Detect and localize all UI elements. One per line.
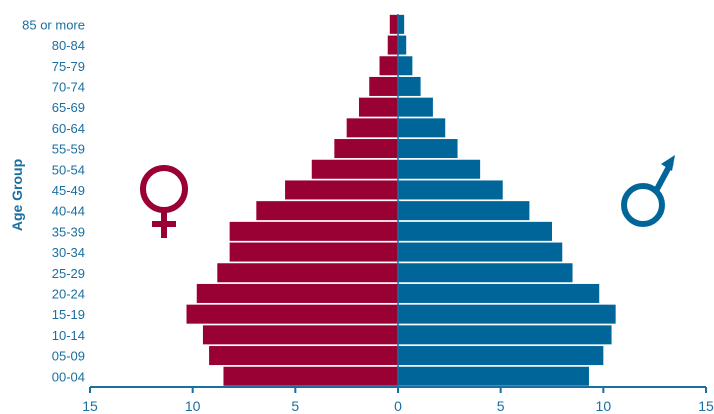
- bar-female-75-79: [379, 56, 398, 76]
- bar-male-25-29: [398, 263, 573, 283]
- bar-female-10-14: [202, 325, 398, 345]
- bar-female-85-or-more: [389, 14, 398, 34]
- bar-female-60-64: [346, 118, 398, 138]
- female-symbol-icon: [140, 165, 188, 238]
- bar-male-50-54: [398, 159, 481, 179]
- y-tick-label: 00-04: [52, 369, 85, 384]
- y-tick-label: 30-34: [52, 245, 85, 260]
- bar-female-30-34: [229, 242, 398, 262]
- y-tick-label: 55-59: [52, 142, 85, 157]
- bar-female-65-69: [358, 97, 398, 117]
- bar-male-70-74: [398, 76, 421, 96]
- y-tick-label: 75-79: [52, 59, 85, 74]
- x-tick-label: 15: [82, 398, 98, 414]
- y-tick-label: 10-14: [52, 328, 85, 343]
- bar-female-40-44: [256, 201, 398, 221]
- bar-male-40-44: [398, 201, 530, 221]
- y-tick-label: 35-39: [52, 224, 85, 239]
- bar-female-55-59: [334, 139, 398, 159]
- male-symbol-icon: [621, 155, 675, 227]
- bar-male-30-34: [398, 242, 563, 262]
- bars-layer: [186, 14, 616, 386]
- bar-male-35-39: [398, 221, 552, 241]
- bar-female-00-04: [223, 366, 398, 386]
- y-tick-label: 60-64: [52, 121, 85, 136]
- x-tick-label: 15: [698, 398, 714, 414]
- bar-female-50-54: [311, 159, 398, 179]
- bar-female-70-74: [369, 76, 398, 96]
- bar-male-00-04: [398, 366, 589, 386]
- y-tick-label: 65-69: [52, 100, 85, 115]
- bar-female-15-19: [186, 304, 398, 324]
- x-tick-label: 10: [185, 398, 201, 414]
- y-tick-label: 05-09: [52, 349, 85, 364]
- bar-female-35-39: [229, 221, 398, 241]
- bar-male-05-09: [398, 346, 604, 366]
- bar-female-80-84: [387, 35, 398, 55]
- y-tick-label: 15-19: [52, 307, 85, 322]
- bar-male-75-79: [398, 56, 413, 76]
- y-tick-label: 25-29: [52, 266, 85, 281]
- x-tick-label: 10: [596, 398, 612, 414]
- y-tick-label: 70-74: [52, 79, 85, 94]
- y-tick-label: 20-24: [52, 286, 85, 301]
- x-axis: 15 10 5 0 5 10 15: [82, 14, 714, 414]
- y-tick-label: 40-44: [52, 204, 85, 219]
- x-tick-label: 0: [394, 398, 402, 414]
- y-axis-label: Age Group: [9, 159, 25, 231]
- bar-male-65-69: [398, 97, 433, 117]
- y-tick-label: 45-49: [52, 183, 85, 198]
- y-tick-label: 80-84: [52, 38, 85, 53]
- bar-male-60-64: [398, 118, 446, 138]
- bar-male-85-or-more: [398, 14, 405, 34]
- y-tick-labels: 00-04 05-09 10-14 15-19 20-24 25-29 30-34 35-39…: [22, 17, 85, 384]
- bar-male-15-19: [398, 304, 616, 324]
- bar-male-55-59: [398, 139, 458, 159]
- bar-male-10-14: [398, 325, 612, 345]
- bar-female-20-24: [196, 283, 398, 303]
- bar-male-80-84: [398, 35, 407, 55]
- bar-female-05-09: [209, 346, 398, 366]
- bar-male-20-24: [398, 283, 600, 303]
- y-tick-label: 85 or more: [22, 17, 85, 32]
- x-tick-label: 5: [291, 398, 299, 414]
- y-tick-label: 50-54: [52, 162, 85, 177]
- bar-female-45-49: [285, 180, 398, 200]
- bar-male-45-49: [398, 180, 503, 200]
- bar-female-25-29: [217, 263, 398, 283]
- x-tick-label: 5: [497, 398, 505, 414]
